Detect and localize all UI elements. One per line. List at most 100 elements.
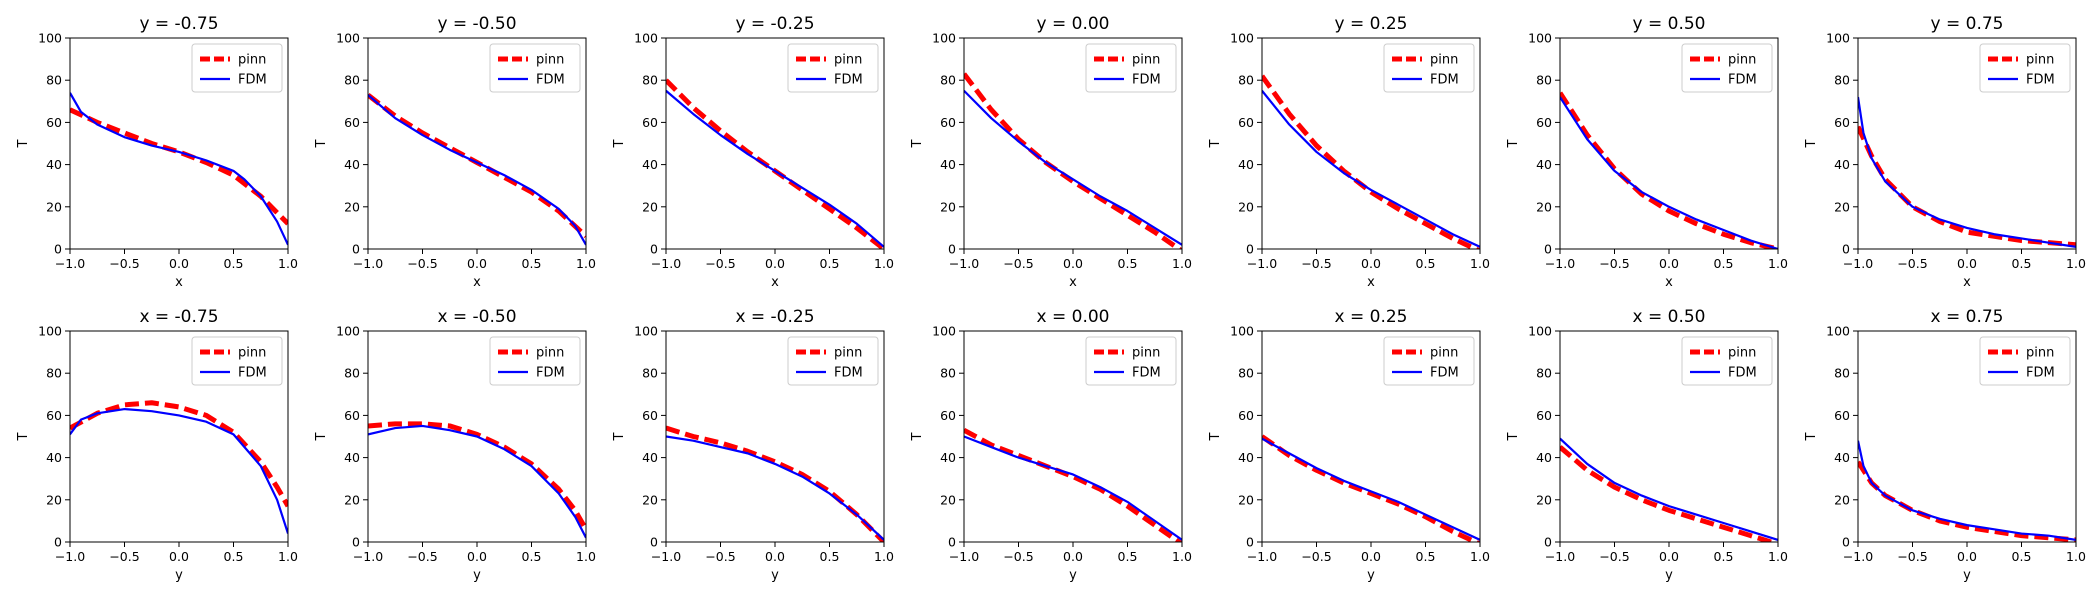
series-line-fdm (1858, 96, 2076, 248)
legend-box (1383, 336, 1475, 386)
series-line-pinn (1560, 91, 1778, 249)
y-tick-label: 0 (650, 535, 658, 550)
x-tick-label: 1.0 (1470, 549, 1490, 564)
y-tick-label: 80 (1536, 73, 1552, 88)
legend: pinn FDM (787, 43, 879, 93)
series-line-pinn (1858, 460, 2076, 542)
subplot-title: y = 0.00 (1037, 14, 1110, 34)
legend-box (787, 336, 879, 386)
y-tick-label: 0 (54, 535, 62, 550)
subplot-9: −1.0 −0.5 0.0 0.5 1.0 0 20 40 60 80 100 x = -0.50 y T… (314, 307, 596, 583)
x-tick-label: −0.5 (1897, 256, 1927, 271)
x-tick-label: 0.0 (1659, 549, 1679, 564)
x-axis-label: x (473, 275, 481, 290)
legend-box (489, 336, 581, 386)
legend-label-fdm: FDM (238, 73, 267, 88)
series-line-pinn (666, 78, 884, 249)
x-tick-label: 0.5 (522, 256, 542, 271)
y-axis-label: T (314, 432, 329, 441)
series-line-fdm (368, 424, 586, 539)
x-tick-label: −1.0 (55, 256, 85, 271)
y-tick-label: 80 (642, 73, 658, 88)
x-tick-label: −1.0 (353, 256, 383, 271)
y-tick-label: 80 (46, 366, 62, 381)
x-tick-label: 1.0 (576, 256, 596, 271)
subplot-title: y = 0.75 (1931, 14, 2004, 34)
x-tick-label: 0.5 (522, 549, 542, 564)
x-axis-label: y (1069, 568, 1077, 583)
y-tick-label: 80 (46, 73, 62, 88)
legend-label-pinn: pinn (1430, 53, 1458, 68)
y-tick-label: 60 (1238, 115, 1254, 130)
series-line-fdm (70, 407, 288, 534)
legend-label-fdm: FDM (834, 73, 863, 88)
legend-label-pinn: pinn (238, 53, 266, 68)
y-tick-label: 40 (344, 157, 360, 172)
y-tick-label: 0 (650, 242, 658, 257)
x-axis-label: y (175, 568, 183, 583)
legend-label-fdm: FDM (536, 366, 565, 381)
subplot-4: −1.0 −0.5 0.0 0.5 1.0 0 20 40 60 80 100 y = 0.00 x Tp… (910, 14, 1192, 290)
series-line-fdm (1262, 90, 1480, 248)
x-tick-label: 0.0 (765, 549, 785, 564)
y-tick-label: 0 (1842, 535, 1850, 550)
x-tick-label: 1.0 (1768, 549, 1788, 564)
series-line-pinn (70, 400, 288, 508)
y-tick-label: 60 (1536, 115, 1552, 130)
subplot-1: −1.0 −0.5 0.0 0.5 1.0 0 20 40 60 80 100 y = -0.75 x T… (16, 14, 298, 290)
x-tick-label: 0.5 (1714, 549, 1734, 564)
legend: pinn FDM (489, 43, 581, 93)
y-tick-label: 100 (1230, 31, 1254, 46)
x-tick-label: 0.0 (467, 549, 487, 564)
subplot-title: y = -0.50 (437, 14, 516, 34)
subplot-8: −1.0 −0.5 0.0 0.5 1.0 0 20 40 60 80 100 x = -0.75 y T… (16, 307, 298, 583)
y-tick-label: 80 (1536, 366, 1552, 381)
x-tick-label: 1.0 (2066, 256, 2086, 271)
series-line-fdm (1560, 437, 1778, 541)
legend-label-fdm: FDM (2026, 73, 2055, 88)
series-line-pinn (368, 92, 586, 239)
x-tick-label: 0.0 (1957, 256, 1977, 271)
x-axis-label: x (771, 275, 779, 290)
x-tick-label: 0.0 (1063, 256, 1083, 271)
y-tick-label: 40 (940, 157, 956, 172)
x-tick-label: −1.0 (353, 549, 383, 564)
x-tick-label: −0.5 (1301, 256, 1331, 271)
x-tick-label: 1.0 (2066, 549, 2086, 564)
y-tick-label: 40 (1834, 157, 1850, 172)
x-tick-label: −0.5 (1897, 549, 1927, 564)
y-tick-label: 100 (1230, 324, 1254, 339)
series-line-fdm (1560, 96, 1778, 249)
x-tick-label: −1.0 (949, 549, 979, 564)
subplot-title: x = 0.00 (1037, 307, 1110, 327)
legend-label-fdm: FDM (1430, 366, 1459, 381)
series-line-fdm (368, 94, 586, 246)
y-tick-label: 40 (642, 157, 658, 172)
x-tick-label: 0.0 (1361, 256, 1381, 271)
x-tick-label: −1.0 (1545, 549, 1575, 564)
x-tick-label: −1.0 (1843, 549, 1873, 564)
x-tick-label: −0.5 (705, 549, 735, 564)
subplot-title: x = -0.25 (735, 307, 814, 327)
series-line-fdm (70, 92, 288, 246)
y-tick-label: 60 (46, 408, 62, 423)
x-axis-label: x (175, 275, 183, 290)
y-axis-label: T (16, 432, 31, 441)
legend-label-fdm: FDM (834, 366, 863, 381)
y-tick-label: 80 (344, 366, 360, 381)
y-tick-label: 40 (642, 450, 658, 465)
y-tick-label: 100 (38, 31, 62, 46)
legend-box (1979, 336, 2071, 386)
y-tick-label: 80 (1834, 366, 1850, 381)
subplot-7: −1.0 −0.5 0.0 0.5 1.0 0 20 40 60 80 100 y = 0.75 x Tp… (1804, 14, 2086, 290)
x-axis-label: x (1963, 275, 1971, 290)
y-tick-label: 100 (932, 31, 956, 46)
subplot-title: y = 0.25 (1335, 14, 1408, 34)
y-tick-label: 20 (1834, 199, 1850, 214)
x-tick-label: −1.0 (651, 549, 681, 564)
y-tick-label: 20 (344, 492, 360, 507)
y-tick-label: 40 (1536, 157, 1552, 172)
legend-label-fdm: FDM (1132, 366, 1161, 381)
subplot-title: x = 0.75 (1931, 307, 2004, 327)
x-tick-label: 1.0 (1768, 256, 1788, 271)
